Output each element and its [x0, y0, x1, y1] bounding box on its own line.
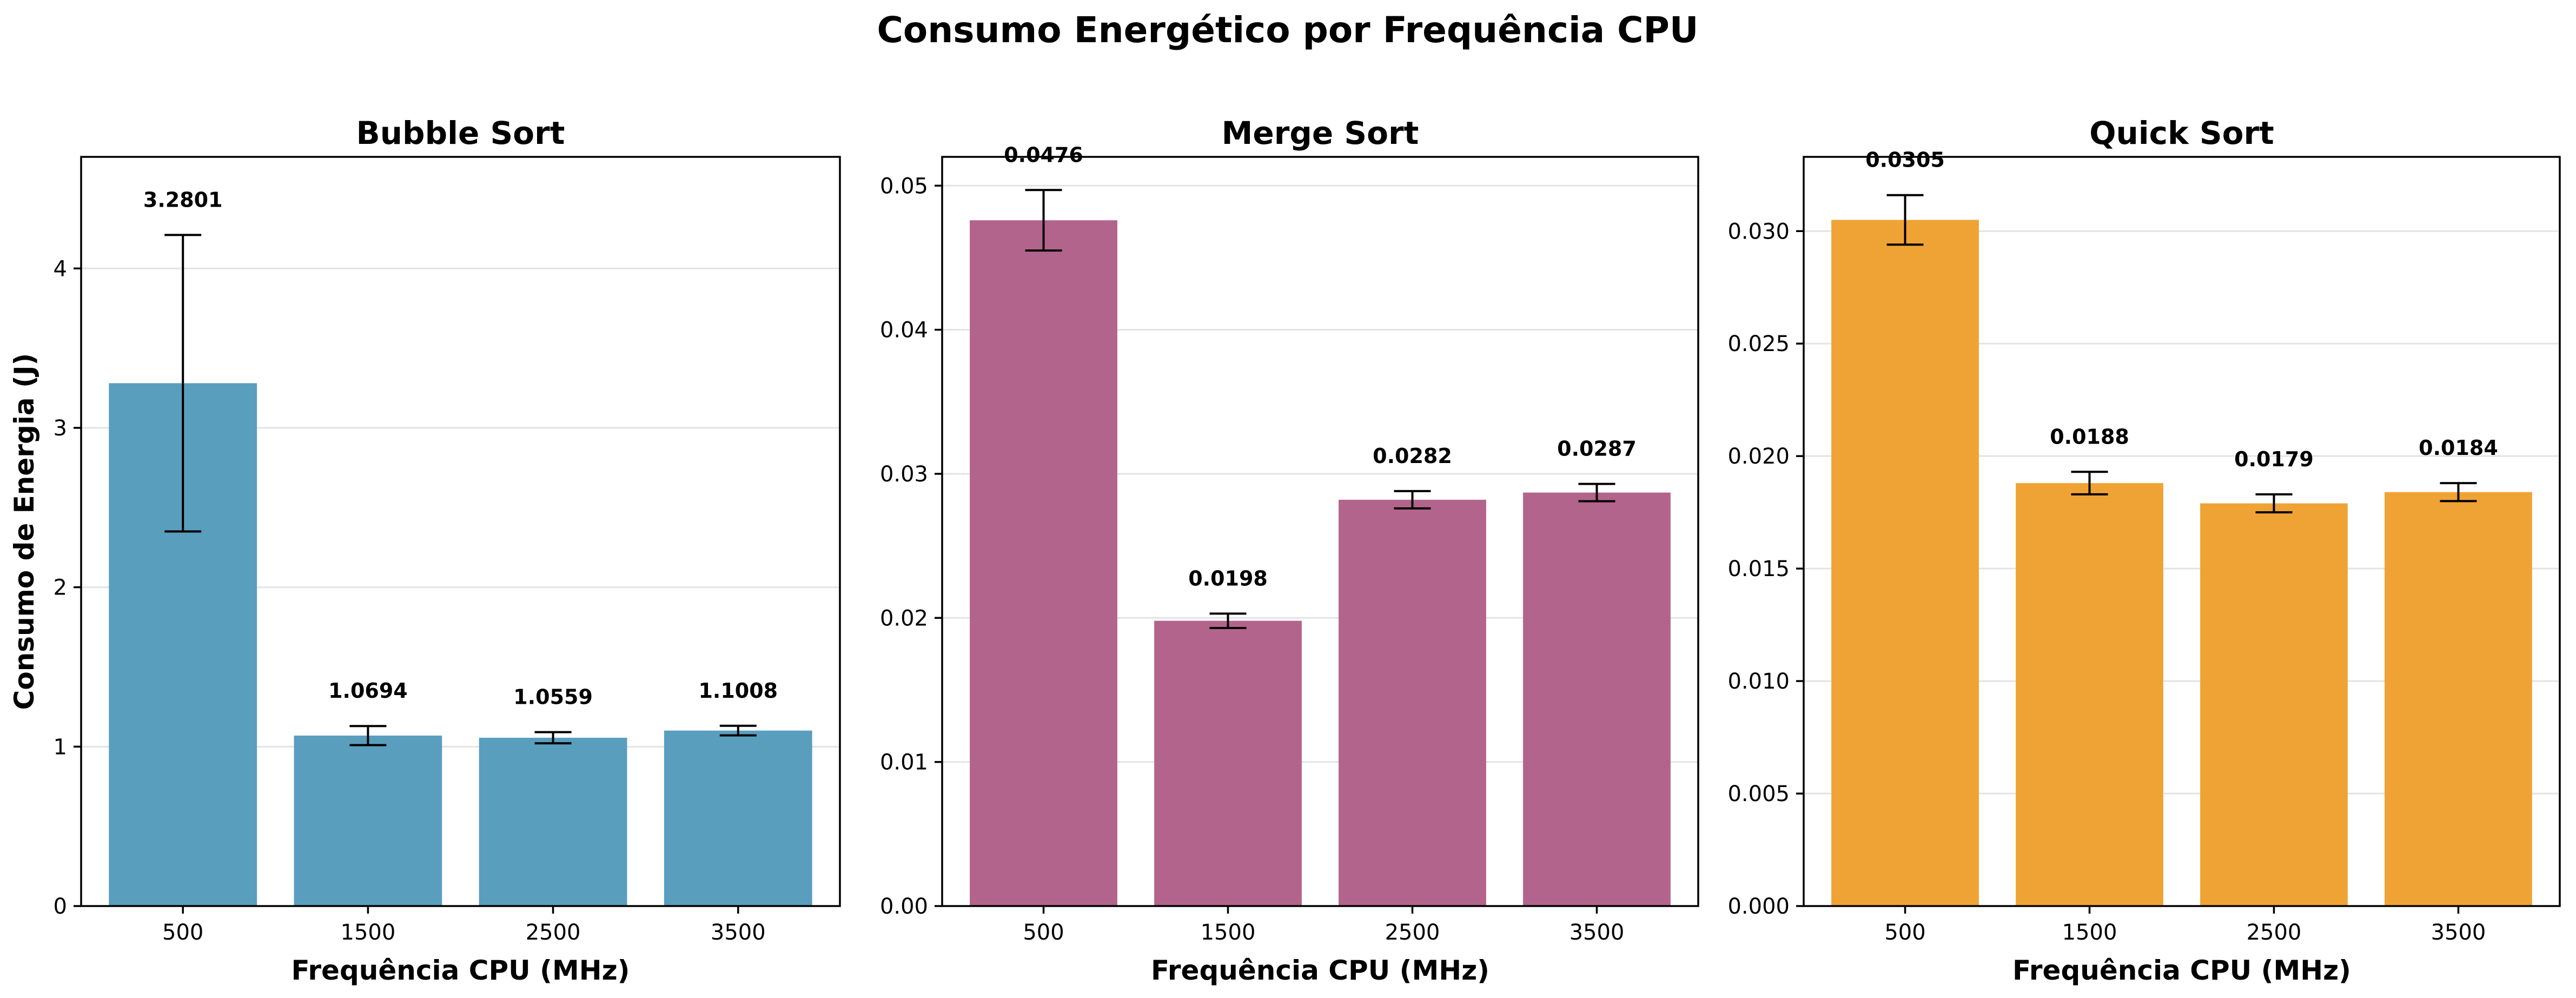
y-tick-label: 0.010 — [1727, 669, 1790, 694]
bar-value-label: 3.2801 — [143, 188, 223, 212]
axes-frame — [941, 156, 1699, 907]
y-tick-label: 1 — [54, 735, 67, 759]
bar-value-label: 1.0694 — [328, 679, 408, 703]
bar — [2385, 492, 2532, 906]
chart-panel-0: 3.2801 1.0694 1.0559 1.1008 0 1 2 3 4 500 1500 2500… — [9, 115, 841, 986]
bar — [479, 737, 627, 906]
bar — [2200, 503, 2348, 906]
bar-value-label: 0.0476 — [1004, 143, 1083, 167]
bar — [2016, 483, 2163, 906]
chart-title: Merge Sort — [1222, 115, 1419, 151]
y-tick-label: 0.00 — [880, 894, 928, 919]
bar-value-label: 0.0305 — [1865, 148, 1945, 172]
y-tick-label: 0.05 — [880, 174, 928, 199]
x-tick-label: 3500 — [1570, 920, 1625, 945]
x-tick-label: 3500 — [711, 920, 766, 945]
x-tick-label: 1500 — [341, 920, 396, 945]
bar-value-label: 1.0559 — [513, 685, 593, 709]
x-axis-label: Frequência CPU (MHz) — [2012, 955, 2351, 986]
bar — [1523, 492, 1671, 906]
axes-frame — [1803, 156, 2561, 907]
x-tick-label: 500 — [162, 920, 203, 945]
x-tick-label: 2500 — [1385, 920, 1440, 945]
chart-title: Bubble Sort — [356, 115, 565, 151]
y-tick-label: 0.02 — [880, 606, 928, 631]
bar-value-label: 0.0198 — [1188, 566, 1268, 590]
bar — [1831, 220, 1979, 907]
y-tick-label: 0 — [54, 894, 67, 919]
bar — [664, 730, 812, 906]
chart-panel-2: 0.0305 0.0188 0.0179 0.0184 0.000 0.005 0.010 0… — [1727, 115, 2561, 986]
x-tick-label: 1500 — [1201, 920, 1256, 945]
y-tick-label: 0.020 — [1727, 444, 1790, 469]
chart-panel-1: 0.0476 0.0198 0.0282 0.0287 0.00 0.01 0.02 0.03… — [880, 115, 1699, 986]
x-tick-label: 500 — [1023, 920, 1064, 945]
y-tick-label: 0.01 — [880, 750, 928, 775]
y-tick-label: 4 — [54, 256, 67, 281]
x-axis-label: Frequência CPU (MHz) — [1151, 955, 1489, 986]
x-axis-label: Frequência CPU (MHz) — [291, 955, 630, 986]
x-tick-label: 500 — [1884, 920, 1925, 945]
x-tick-label: 3500 — [2431, 920, 2486, 945]
chart-title: Quick Sort — [2089, 115, 2274, 151]
figure-title: Consumo Energético por Frequência CPU — [877, 9, 1698, 51]
bar — [970, 220, 1117, 906]
bar-value-label: 1.1008 — [698, 679, 778, 703]
bar — [294, 735, 442, 906]
bar-value-label: 0.0188 — [2050, 425, 2129, 448]
y-tick-label: 0.025 — [1727, 332, 1790, 356]
y-tick-label: 3 — [54, 416, 67, 441]
y-tick-label: 0.03 — [880, 462, 928, 487]
bar-value-label: 0.0287 — [1557, 437, 1637, 461]
y-tick-label: 0.015 — [1727, 557, 1790, 581]
x-tick-label: 2500 — [526, 920, 581, 945]
bar — [1339, 499, 1486, 906]
x-tick-label: 2500 — [2247, 920, 2302, 945]
bar-value-label: 0.0184 — [2419, 436, 2498, 460]
y-tick-label: 0.030 — [1727, 219, 1790, 244]
axes-frame — [80, 156, 841, 907]
chart-panels: 3.2801 1.0694 1.0559 1.1008 0 1 2 3 4 500 1500 2500… — [9, 115, 2561, 986]
y-axis-label: Consumo de Energia (J) — [9, 353, 40, 710]
y-tick-label: 0.04 — [880, 318, 928, 343]
y-tick-label: 0.000 — [1727, 894, 1790, 919]
bar-value-label: 0.0282 — [1373, 444, 1452, 468]
bar-value-label: 0.0179 — [2234, 447, 2314, 471]
y-tick-label: 2 — [54, 576, 67, 600]
y-tick-label: 0.005 — [1727, 782, 1790, 807]
x-tick-label: 1500 — [2062, 920, 2117, 945]
bar — [1154, 620, 1302, 906]
